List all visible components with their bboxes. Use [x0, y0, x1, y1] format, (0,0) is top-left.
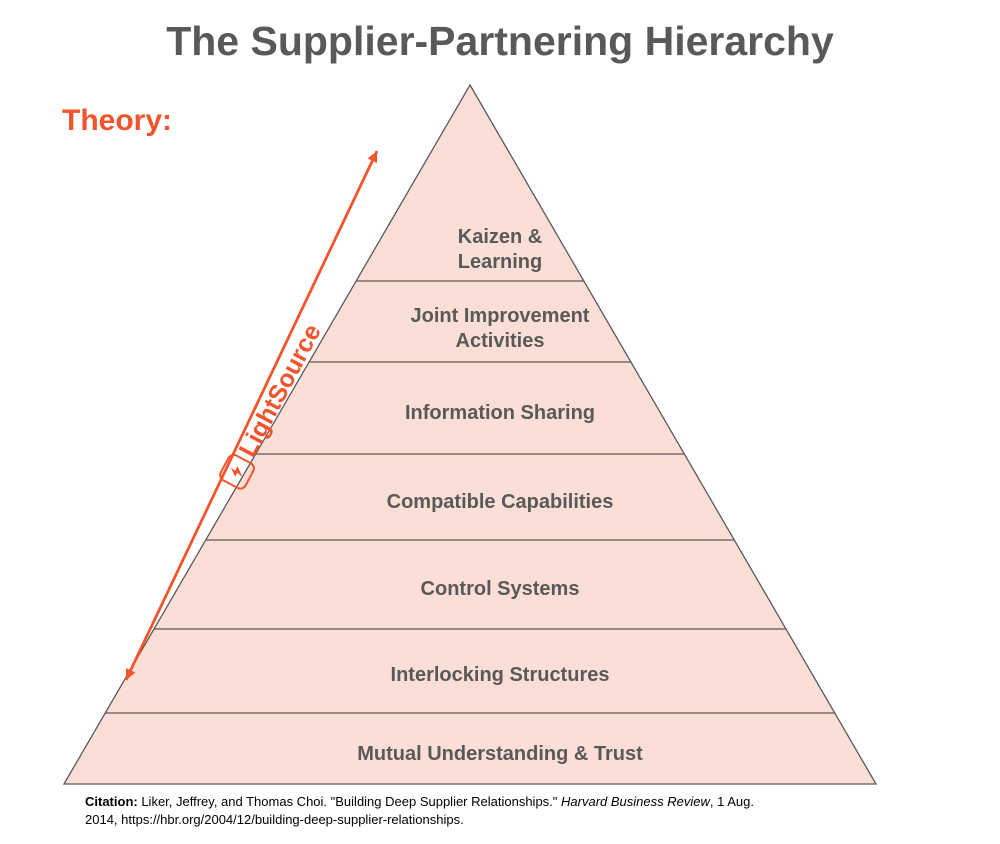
citation-italic: Harvard Business Review — [561, 794, 710, 809]
citation-prefix: Citation: — [85, 794, 141, 809]
diagram-canvas: The Supplier-Partnering Hierarchy Theory… — [0, 0, 1000, 844]
pyramid-svg — [0, 0, 1000, 844]
citation-authors: Liker, Jeffrey, and Thomas Choi. "Buildi… — [141, 794, 561, 809]
citation: Citation: Liker, Jeffrey, and Thomas Cho… — [85, 793, 785, 828]
